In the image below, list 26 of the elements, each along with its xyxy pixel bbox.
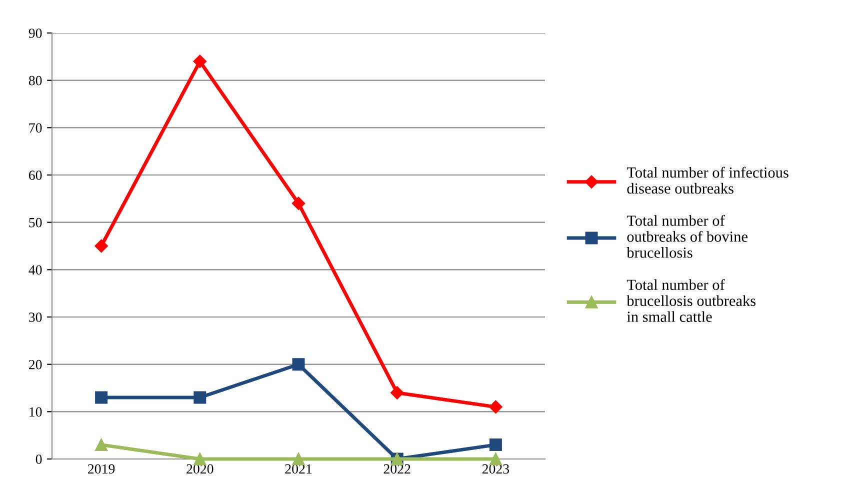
legend-label: Total number of outbreaks of bovine brucellosis — [626, 214, 748, 258]
point — [489, 438, 502, 452]
point — [95, 438, 108, 452]
point — [292, 196, 306, 210]
point — [390, 386, 404, 400]
point — [193, 54, 206, 68]
x-tick-label: 2019 — [88, 464, 115, 474]
x-tick-label: 2022 — [384, 464, 410, 474]
y-tick-label: 20 — [29, 360, 42, 370]
point — [292, 358, 305, 371]
y-tick-label: 40 — [28, 265, 42, 275]
y-tick-label: 90 — [28, 28, 42, 38]
y-tick-label: 0 — [36, 454, 42, 464]
point — [94, 239, 108, 253]
y-tick-label: 50 — [29, 218, 42, 228]
y-tick-label: 70 — [29, 123, 42, 133]
y-tick-label: 80 — [28, 76, 42, 86]
point — [95, 391, 108, 404]
y-tick-label: 60 — [28, 170, 42, 180]
y-tick-label: 30 — [29, 312, 42, 322]
point — [489, 400, 502, 414]
y-tick-label: 10 — [30, 407, 42, 417]
x-tick-label: 2020 — [186, 464, 214, 474]
point — [194, 391, 206, 404]
legend-label: Total number of infectious disease outbreaks — [626, 166, 788, 194]
legend-label: Total number of brucellosis outbreaks in small cattle — [626, 279, 756, 322]
